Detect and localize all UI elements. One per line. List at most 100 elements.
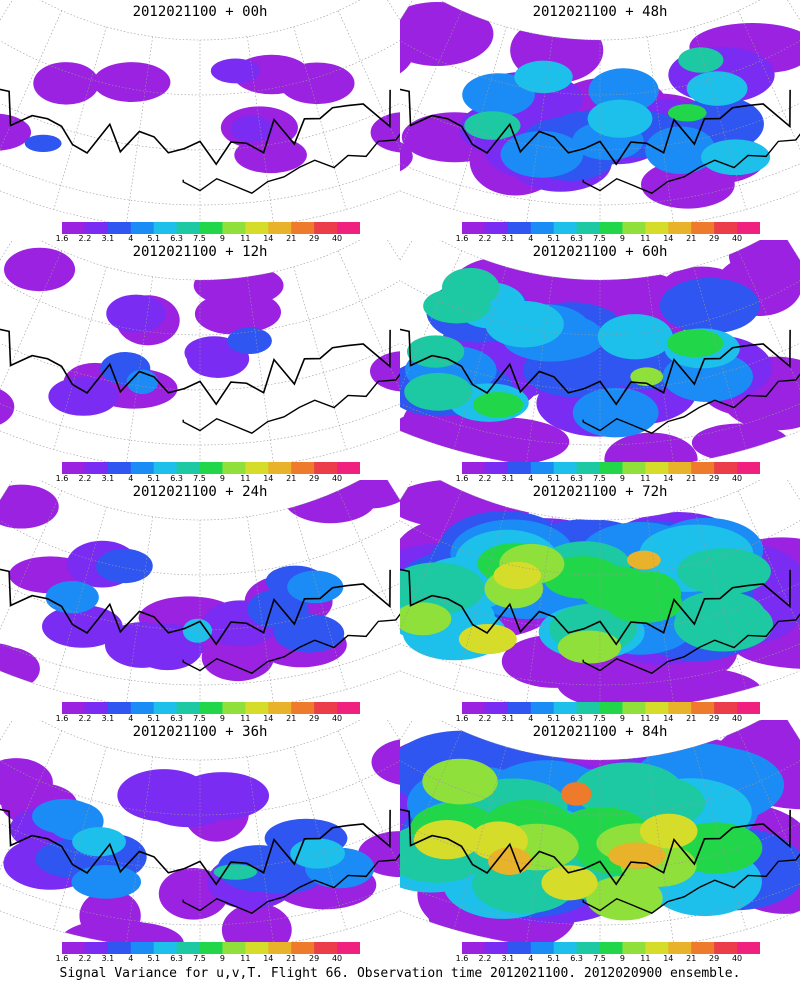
- colorbar-swatch: [599, 222, 623, 234]
- colorbar-swatch: [245, 222, 269, 234]
- colorbar-tick-label: 5.1: [147, 474, 161, 483]
- colorbar-tick-label: 14: [263, 714, 274, 723]
- colorbar-swatch: [668, 222, 692, 234]
- colorbar-swatch: [84, 222, 109, 234]
- colorbar-tick-label: 6.3: [570, 234, 583, 243]
- colorbar-tick-label: 3.1: [501, 474, 515, 483]
- coastline: [0, 807, 391, 886]
- colorbar-tick-label: 2.2: [78, 714, 92, 723]
- colorbar-tick-label: 7.5: [593, 474, 606, 483]
- panel-title: 2012021100 + 84h: [532, 724, 668, 740]
- variance-contour: [645, 126, 716, 174]
- colorbar-tick-label: 6.3: [170, 474, 183, 483]
- variance-contour: [472, 391, 524, 418]
- graticule: [0, 0, 400, 231]
- colorbar-tick-label: 21: [286, 234, 297, 243]
- variance-contour: [227, 327, 272, 355]
- colorbar-swatch: [291, 702, 315, 714]
- coastline: [582, 364, 800, 434]
- colorbar-swatch: [314, 942, 338, 954]
- colorbar-tick-label: 29: [309, 234, 320, 243]
- colorbar-tick-label: 29: [309, 714, 320, 723]
- colorbar-swatch: [130, 222, 155, 234]
- colorbar-tick-label: 40: [731, 714, 743, 723]
- colorbar-swatch: [645, 222, 669, 234]
- colorbar-swatch: [714, 462, 738, 474]
- colorbar: [462, 702, 760, 714]
- variance-contour: [586, 875, 663, 921]
- variance-contour: [230, 115, 273, 143]
- colorbar-swatch: [199, 942, 223, 954]
- colorbar-swatch: [245, 942, 269, 954]
- variance-contour: [500, 131, 584, 178]
- variance-contour: [640, 160, 735, 209]
- colorbar-swatch: [153, 942, 178, 954]
- panel-00h: 2012021100 + 00h 1.6 2.2 3.1 4 5.1 6.3 7.5 9 11 14…: [0, 0, 400, 250]
- colorbar-swatch: [530, 702, 555, 714]
- colorbar-tick-label: 9: [219, 954, 225, 963]
- colorbar-tick-label: 11: [240, 714, 251, 723]
- colorbar-swatch: [645, 702, 669, 714]
- graticule: [0, 480, 400, 711]
- variance-contour: [96, 548, 153, 584]
- variance-contour: [287, 570, 344, 604]
- colorbar: [462, 942, 760, 954]
- variance-contour: [541, 865, 598, 901]
- colorbar-tick-label: 1.6: [55, 954, 69, 963]
- colorbar-swatch: [553, 702, 578, 714]
- variance-contour: [728, 240, 800, 293]
- colorbar-swatch: [484, 222, 509, 234]
- colorbar-tick-label: 6.3: [170, 234, 183, 243]
- variance-contour: [48, 376, 119, 416]
- colorbar-swatch: [245, 702, 269, 714]
- panel-36h: 2012021100 + 36h 1.6 2.2 3.1 4 5.1 6.3 7.5 9 11 14…: [0, 720, 400, 970]
- colorbar-tick-label: 4: [528, 714, 534, 723]
- colorbar-swatch: [462, 462, 486, 474]
- colorbar-labels: 1.6 2.2 3.1 4 5.1 6.3 7.5 9 11 14 21 29 40: [440, 234, 780, 248]
- colorbar-swatch: [737, 702, 760, 714]
- colorbar-tick-label: 7.5: [593, 714, 606, 723]
- colorbar-tick-label: 29: [709, 714, 720, 723]
- coastline: [182, 364, 400, 434]
- colorbar-swatch: [668, 702, 692, 714]
- colorbar-tick-label: 11: [640, 474, 651, 483]
- variance-contour: [369, 351, 400, 392]
- polar-map: [400, 480, 800, 711]
- variance-contour: [193, 264, 284, 307]
- colorbar-tick-label: 6.3: [570, 474, 583, 483]
- colorbar-tick-label: 9: [219, 714, 225, 723]
- colorbar-tick-label: 11: [640, 954, 651, 963]
- colorbar-tick-label: 40: [331, 474, 343, 483]
- colorbar-tick-label: 4: [528, 954, 534, 963]
- colorbar-tick-label: 3.1: [501, 954, 515, 963]
- colorbar-swatch: [576, 702, 601, 714]
- variance-contour: [673, 597, 774, 652]
- colorbar-swatch: [484, 702, 509, 714]
- coastline: [0, 327, 391, 406]
- colorbar-tick-label: 21: [286, 954, 297, 963]
- colorbar-tick-label: 5.1: [147, 234, 161, 243]
- colorbar-swatch: [462, 942, 486, 954]
- polar-map: [400, 240, 800, 471]
- colorbar-swatch: [691, 942, 715, 954]
- colorbar-tick-label: 40: [331, 714, 343, 723]
- colorbar-swatch: [107, 942, 132, 954]
- colorbar-swatch: [268, 942, 292, 954]
- colorbar-swatch: [222, 462, 246, 474]
- colorbar-swatch: [199, 702, 223, 714]
- coastline: [182, 844, 400, 914]
- colorbar-tick-label: 21: [686, 474, 697, 483]
- variance-contour: [400, 1, 494, 66]
- colorbar-swatch: [337, 462, 360, 474]
- variance-contour: [371, 738, 400, 786]
- colorbar-tick-label: 14: [263, 954, 274, 963]
- colorbar-swatch: [314, 222, 338, 234]
- colorbar-tick-label: 40: [731, 234, 743, 243]
- variance-contour: [290, 838, 345, 869]
- colorbar-tick-label: 14: [263, 234, 274, 243]
- variance-contour: [33, 62, 99, 105]
- variance-contour: [462, 73, 535, 117]
- colorbar-swatch: [130, 942, 155, 954]
- variance-contour: [666, 329, 724, 358]
- colorbar-tick-label: 1.6: [455, 954, 469, 963]
